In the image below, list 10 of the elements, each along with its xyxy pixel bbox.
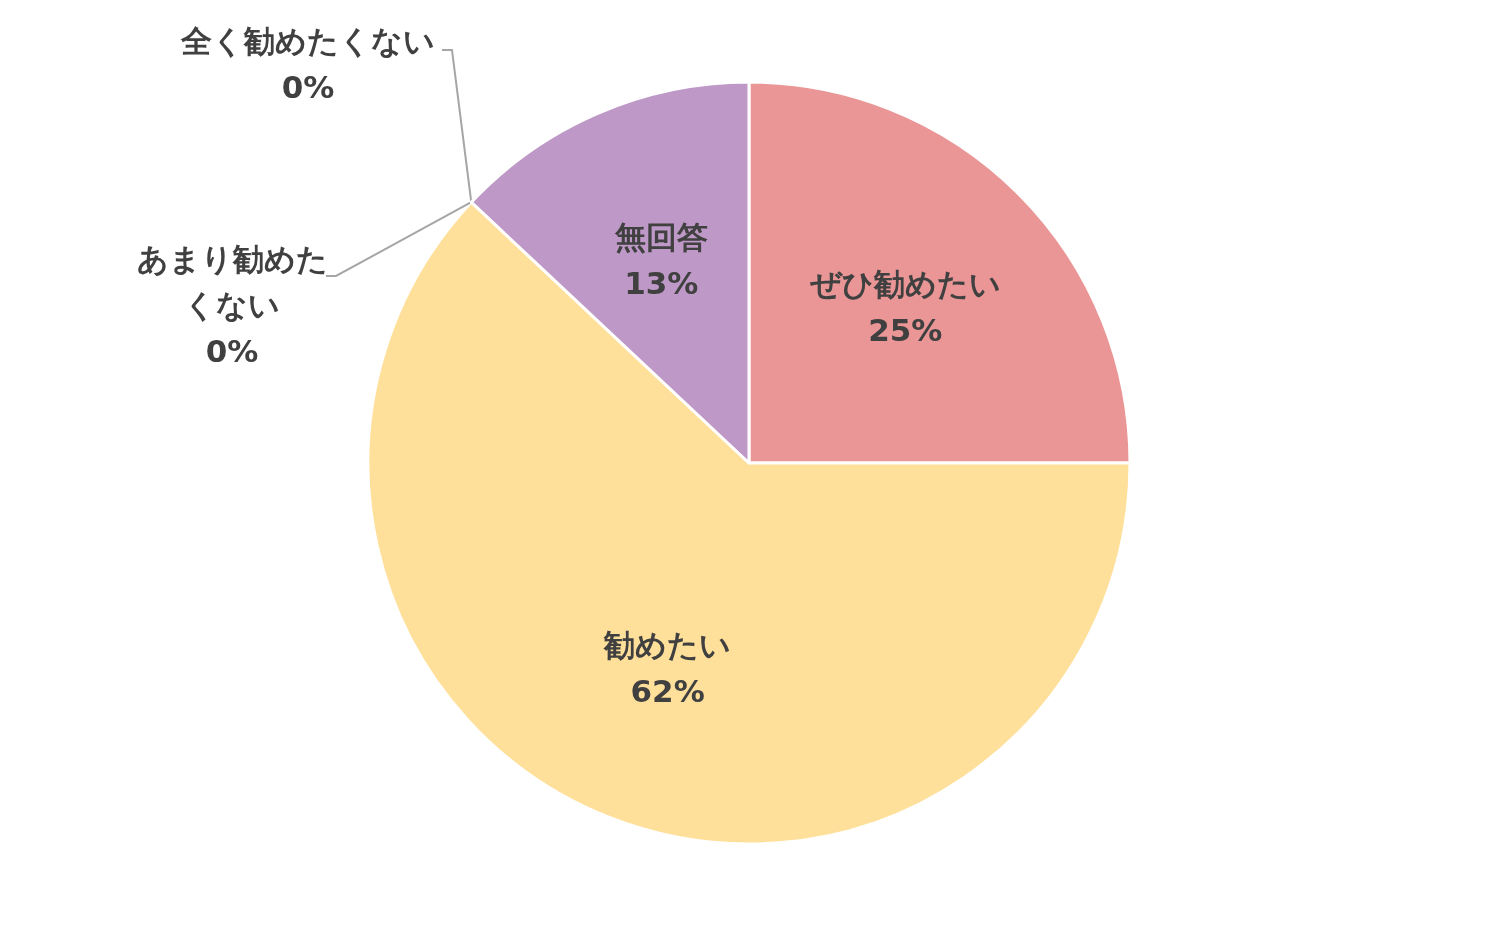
category-label: 全く勧めたくない — [181, 23, 435, 59]
slice-label: 無回答 — [614, 219, 708, 256]
text: 0% — [205, 333, 259, 369]
slice-label: 勧めたい — [604, 627, 732, 664]
data-label: 13% — [624, 265, 699, 302]
category-label: あまり勧めたくない — [136, 241, 328, 323]
data-label: 25% — [868, 311, 943, 348]
data-label: 62% — [630, 673, 705, 710]
slice-label: ぜひ勧めたい — [809, 265, 1001, 302]
text: 0% — [281, 69, 335, 105]
